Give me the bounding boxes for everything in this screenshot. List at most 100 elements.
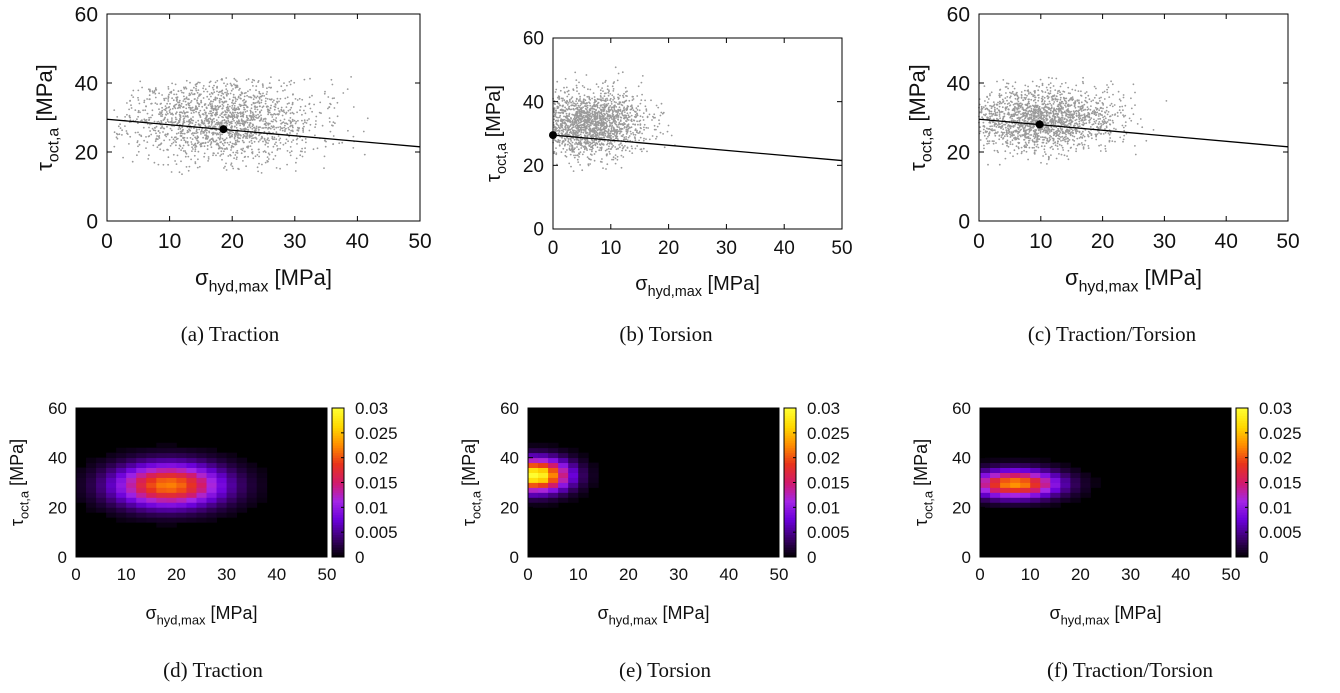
scatter-point: [193, 154, 196, 157]
scatter-point: [554, 91, 557, 93]
scatter-point: [195, 89, 198, 92]
scatter-point: [174, 83, 177, 86]
scatter-point: [270, 104, 272, 107]
scatter-point: [239, 137, 242, 140]
scatter-point: [175, 111, 178, 114]
scatter-point: [246, 94, 249, 97]
scatter-point: [289, 132, 291, 134]
scatter-point: [246, 106, 249, 109]
scatter-point: [605, 110, 608, 112]
scatter-point: [1026, 124, 1029, 127]
scatter-point: [619, 94, 621, 97]
scatter-point: [572, 114, 575, 116]
scatter-point: [1043, 145, 1046, 148]
scatter-point: [172, 99, 175, 102]
scatter-point: [628, 150, 631, 153]
scatter-point: [611, 112, 614, 115]
scatter-point: [221, 103, 224, 106]
scatter-point: [580, 101, 583, 103]
scatter-point: [574, 126, 577, 128]
scatter-point: [1090, 112, 1093, 115]
scatter-point: [1053, 101, 1056, 103]
scatter-point: [592, 120, 594, 123]
scatter-point: [576, 108, 579, 111]
scatter-point: [1041, 107, 1043, 109]
scatter-point: [633, 119, 635, 122]
scatter-point: [634, 123, 636, 126]
scatter-point: [608, 121, 611, 124]
scatter-point: [192, 134, 195, 137]
scatter-point: [259, 111, 261, 114]
scatter-point: [1047, 76, 1050, 79]
scatter-point: [586, 110, 589, 113]
scatter-point: [578, 126, 581, 129]
scatter-point: [605, 127, 607, 129]
scatter-point: [226, 92, 228, 94]
scatter-point: [192, 144, 195, 147]
scatter-point: [620, 135, 623, 137]
scatter-point: [301, 98, 304, 101]
scatter-point: [242, 111, 245, 114]
scatter-point: [570, 132, 573, 135]
scatter-point: [1082, 130, 1084, 133]
scatter-point: [275, 131, 278, 134]
scatter-point: [572, 126, 575, 128]
scatter-point: [566, 95, 569, 98]
scatter-point: [1119, 111, 1122, 114]
scatter-point: [1007, 82, 1010, 85]
scatter-point: [615, 148, 618, 151]
scatter-point: [565, 124, 567, 127]
scatter-point: [198, 128, 201, 131]
scatter-point: [1001, 143, 1004, 146]
scatter-point: [584, 99, 587, 102]
scatter-point: [635, 131, 638, 134]
scatter-point: [590, 142, 593, 145]
scatter-point: [231, 133, 234, 136]
scatter-point: [1049, 131, 1051, 133]
scatter-point: [125, 130, 128, 132]
scatter-point: [1025, 110, 1028, 112]
scatter-point: [306, 119, 309, 122]
scatter-point: [240, 152, 243, 155]
scatter-point: [1061, 146, 1064, 149]
scatter-point: [572, 170, 575, 173]
scatter-point: [293, 119, 296, 122]
scatter-point: [616, 113, 619, 115]
scatter-point: [203, 90, 205, 93]
scatter-point: [629, 112, 632, 114]
scatter-point: [593, 127, 596, 130]
scatter-point: [244, 111, 247, 113]
scatter-point: [222, 144, 225, 147]
scatter-point: [288, 119, 290, 122]
scatter-point: [1044, 103, 1047, 106]
scatter-point: [609, 148, 612, 151]
scatter-point: [282, 89, 284, 92]
scatter-point: [265, 126, 268, 129]
scatter-point: [998, 135, 1001, 137]
scatter-point: [979, 130, 982, 133]
scatter-point: [1004, 97, 1007, 99]
scatter-point: [180, 160, 182, 163]
scatter-point: [1045, 142, 1048, 145]
scatter-point: [185, 103, 188, 106]
scatter-point: [224, 91, 227, 94]
scatter-point: [579, 117, 582, 120]
scatter-point: [617, 118, 620, 121]
scatter-point: [630, 145, 633, 148]
scatter-point: [207, 141, 210, 144]
scatter-point: [329, 102, 331, 105]
scatter-point: [1042, 141, 1045, 144]
scatter-point: [240, 104, 243, 107]
scatter-point: [587, 88, 589, 91]
scatter-point: [623, 136, 626, 139]
scatter-point: [1006, 139, 1009, 142]
scatter-point: [1063, 154, 1066, 157]
scatter-point: [1100, 124, 1103, 127]
scatter-point: [289, 146, 292, 148]
scatter-point: [591, 107, 593, 110]
scatter-point: [1065, 97, 1068, 100]
scatter-point: [151, 90, 154, 93]
scatter-point: [271, 116, 274, 118]
scatter-point: [607, 102, 610, 105]
scatter-point: [218, 146, 221, 149]
